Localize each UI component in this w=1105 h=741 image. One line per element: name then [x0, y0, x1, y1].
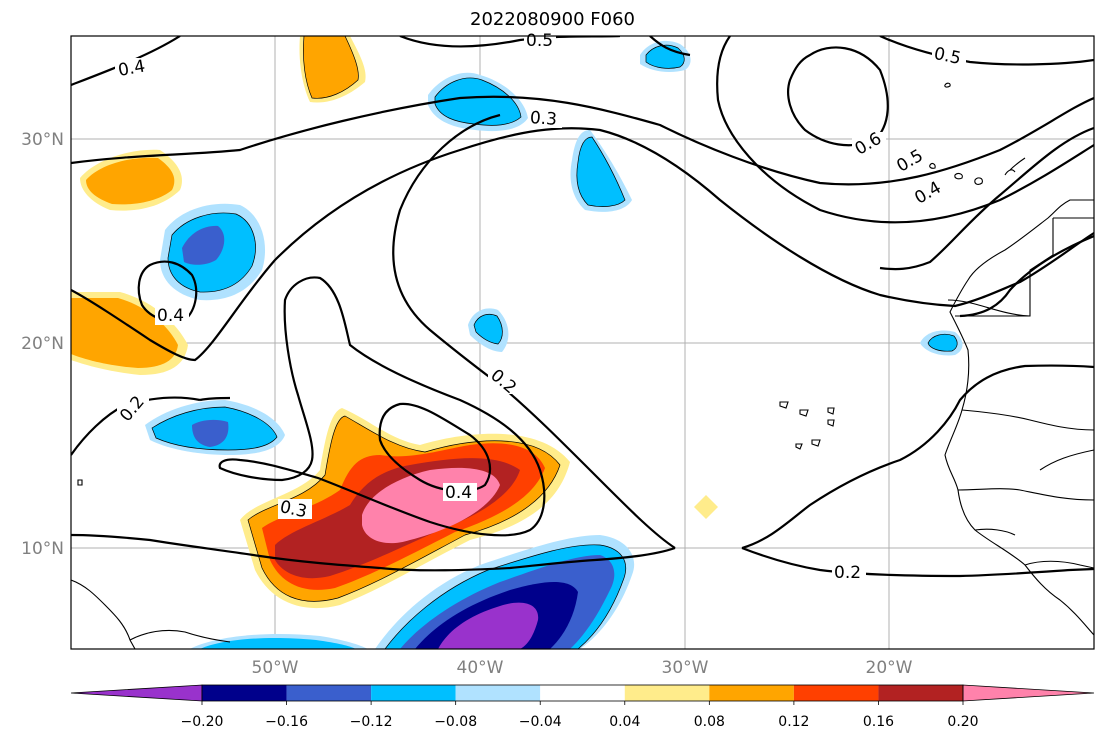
coastlines	[71, 82, 1094, 649]
contour-lines	[71, 36, 1094, 578]
contour-label: 0.4	[157, 306, 184, 326]
colorbar-tick-label: 0.08	[694, 714, 725, 730]
contour-labels: 0.4 0.5 0.3 0.5 0.6 0.5 0.4 0.4 0.2 0.2 …	[115, 31, 966, 583]
colorbar-tick-label: −0.16	[265, 714, 308, 730]
contour-label: 0.4	[445, 483, 472, 503]
contour-label: 0.2	[834, 563, 861, 583]
colorbar-segment	[624, 685, 710, 701]
contour-label: 0.5	[526, 31, 553, 51]
lon-label: 50°W	[252, 658, 299, 678]
colorbar-tick-label: −0.20	[181, 714, 224, 730]
colorbar-segment	[793, 685, 879, 701]
lon-label: 20°W	[866, 658, 913, 678]
colorbar-tick-label: 0.12	[778, 714, 809, 730]
contour-label: 0.4	[117, 57, 147, 81]
colorbar-segment	[709, 685, 794, 701]
lat-label: 30°N	[21, 130, 64, 150]
colorbar-extend-min	[70, 684, 203, 702]
colorbar-segment	[286, 685, 372, 701]
colorbar-segment	[371, 685, 456, 701]
colorbar: −0.20 −0.16 −0.12 −0.08 −0.04 0.04 0.08 0.12 0.1…	[70, 684, 1095, 730]
colorbar-extend-max	[962, 684, 1095, 702]
map-frame	[70, 35, 1095, 650]
lat-label: 20°N	[21, 334, 64, 354]
colorbar-tick-label: −0.12	[350, 714, 393, 730]
longitude-labels: 50°W 40°W 30°W 20°W	[252, 658, 913, 678]
colorbar-tick-label: −0.04	[519, 714, 562, 730]
colorbar-segment	[455, 685, 541, 701]
map-title: 2022080900 F060	[470, 9, 635, 30]
colorbar-tick-label: 0.20	[947, 714, 978, 730]
colorbar-segment	[202, 685, 287, 701]
shading-outlines	[151, 36, 958, 649]
latitude-labels: 30°N 20°N 10°N	[21, 130, 64, 559]
colorbar-outline	[201, 684, 964, 702]
contour-label: 0.3	[529, 108, 557, 130]
lon-label: 30°W	[662, 658, 709, 678]
lon-label: 40°W	[457, 658, 504, 678]
lat-label: 10°N	[21, 539, 64, 559]
colorbar-tick-label: −0.08	[434, 714, 477, 730]
colorbar-segment	[878, 685, 963, 701]
colorbar-tick-label: 0.16	[863, 714, 894, 730]
colorbar-tick-label: 0.04	[609, 714, 640, 730]
colorbar-segment	[540, 685, 625, 701]
